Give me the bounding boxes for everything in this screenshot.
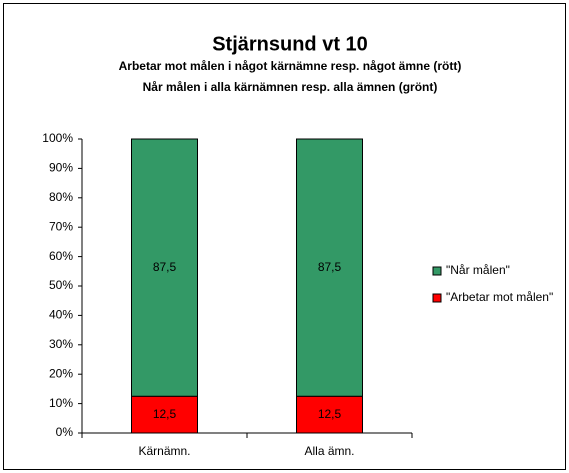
chart-border — [3, 3, 566, 470]
y-tick-label: 70% — [49, 219, 73, 233]
data-label: 12,5 — [153, 407, 177, 421]
y-tick-label: 100% — [42, 131, 73, 145]
legend-label: "Når målen" — [446, 263, 510, 277]
y-tick-label: 50% — [49, 278, 73, 292]
bar-segment — [131, 138, 198, 397]
chart-title: Stjärnsund vt 10 — [212, 33, 368, 55]
y-tick-label: 20% — [49, 366, 73, 380]
chart-subtitle: Når målen i alla kärnämnen resp. alla äm… — [143, 80, 438, 94]
data-label: 87,5 — [153, 260, 177, 274]
data-label: 12,5 — [318, 407, 342, 421]
x-tick-label: Alla ämn. — [304, 444, 354, 458]
y-tick-label: 40% — [49, 308, 73, 322]
y-tick-label: 90% — [49, 161, 73, 175]
y-tick-label: 80% — [49, 190, 73, 204]
legend-label: "Arbetar mot målen" — [446, 290, 553, 304]
legend-swatch — [432, 293, 442, 303]
y-tick-label: 10% — [49, 396, 73, 410]
y-tick-label: 30% — [49, 337, 73, 351]
x-tick-label: Kärnämn. — [138, 444, 190, 458]
bar-segment — [296, 138, 363, 397]
y-tick-label: 60% — [49, 249, 73, 263]
y-tick-label: 0% — [56, 425, 74, 439]
chart-subtitle: Arbetar mot målen i något kärnämne resp.… — [119, 59, 462, 73]
legend-swatch — [432, 266, 442, 276]
bar-segment — [131, 395, 198, 434]
bar-segment — [296, 395, 363, 434]
data-label: 87,5 — [318, 260, 342, 274]
